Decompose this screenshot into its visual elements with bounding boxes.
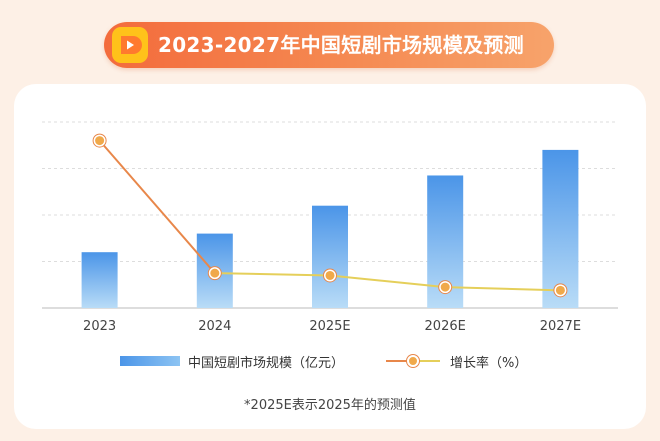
legend-label-market-size: 中国短剧市场规模（亿元） — [188, 355, 345, 371]
title-banner — [104, 22, 554, 68]
legend-line-symbol — [386, 354, 440, 368]
play-icon — [112, 27, 148, 63]
footnote: *2025E表示2025年的预测值 — [244, 398, 416, 413]
legend-item-market-size: 中国短剧市场规模（亿元） — [120, 351, 344, 371]
legend-item-growth-rate: 增长率（%） — [386, 351, 527, 371]
x-tick-label: 2025E — [309, 319, 350, 334]
page-title: 2023-2027年中国短剧市场规模及预测 — [158, 33, 524, 57]
x-tick-label: 2024 — [198, 319, 231, 334]
growth-point-2026E — [440, 282, 450, 292]
growth-point-2027E — [555, 285, 565, 295]
x-tick-label: 2027E — [540, 319, 581, 334]
legend-label-growth-rate: 增长率（%） — [450, 355, 528, 371]
growth-point-2025E — [325, 270, 335, 280]
growth-line-segment — [445, 286, 561, 292]
growth-line-segment — [98, 139, 216, 274]
bar-2023 — [81, 252, 118, 308]
bar-2027E — [542, 149, 579, 308]
legend-bar-swatch — [120, 356, 180, 366]
x-tick-label: 2023 — [83, 319, 116, 334]
growth-point-2023 — [95, 136, 105, 146]
growth-line-segment — [329, 274, 446, 289]
growth-line-segment — [214, 272, 331, 277]
bar-2025E — [312, 205, 348, 308]
growth-point-2024 — [210, 268, 220, 278]
x-tick-label: 2026E — [425, 319, 466, 334]
